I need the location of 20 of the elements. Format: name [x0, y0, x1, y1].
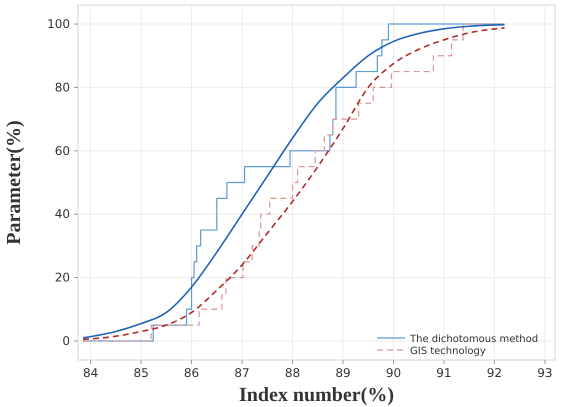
y-tick-label: 40	[54, 207, 70, 222]
x-tick-label: 90	[386, 366, 402, 380]
x-tick-label: 84	[82, 366, 98, 380]
y-tick-label: 20	[54, 270, 70, 285]
y-axis-title: Parameter(%)	[3, 120, 25, 245]
legend-label: GIS technology	[410, 346, 486, 357]
y-tick-label: 80	[54, 80, 70, 94]
x-tick-label: 86	[184, 366, 200, 380]
legend-label: The dichotomous method	[409, 334, 538, 345]
x-tick-label: 93	[537, 366, 553, 380]
x-tick-label: 85	[133, 366, 149, 380]
x-tick-label: 91	[436, 366, 452, 380]
x-tick-label: 89	[335, 366, 351, 380]
x-axis-title: Index number(%)	[238, 384, 394, 406]
x-tick-label: 87	[234, 366, 250, 380]
x-tick-label: 88	[284, 366, 300, 380]
x-tick-label: 92	[486, 366, 502, 380]
y-tick-label: 60	[54, 144, 70, 158]
y-tick-label: 0	[62, 334, 70, 348]
y-tick-label: 100	[47, 17, 70, 32]
